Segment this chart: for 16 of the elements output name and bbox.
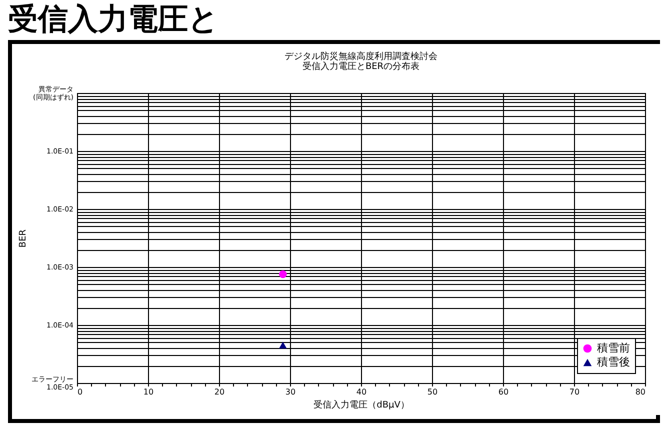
x-tick-label: 60 — [498, 388, 509, 396]
chart-title: デジタル防災無線高度利用調査検討会 — [284, 51, 438, 62]
x-tick-label: 50 — [427, 388, 438, 396]
chart-subtitle: 受信入力電圧とBERの分布表 — [302, 61, 420, 72]
x-tick-label: 80 — [635, 388, 646, 396]
x-tick-label: 0 — [78, 388, 83, 396]
x-tick-label: 70 — [569, 388, 580, 396]
x-tick-label: 30 — [285, 388, 296, 396]
x-tick-label: 20 — [214, 388, 225, 396]
x-tick-label: 40 — [356, 388, 367, 396]
x-axis-title: 受信入力電圧（dBμV） — [314, 400, 410, 410]
x-tick-label: 10 — [143, 388, 154, 396]
legend-label: 積雪後 — [597, 356, 630, 368]
text: 受信入力電圧と — [7, 2, 220, 38]
legend-label: 積雪前 — [597, 342, 630, 354]
y-axis-title: BER — [18, 229, 28, 248]
